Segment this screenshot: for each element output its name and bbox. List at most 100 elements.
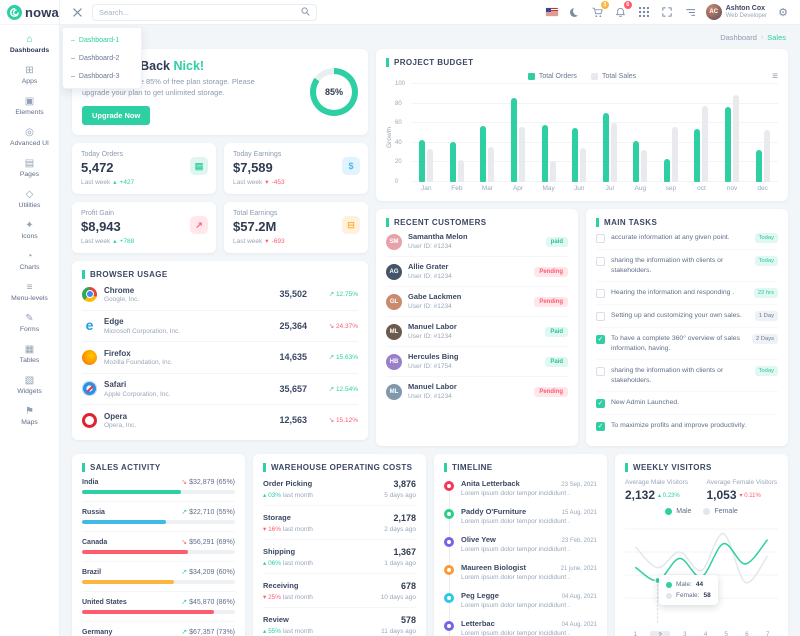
sidebar-item-maps[interactable]: ⚑ Maps: [0, 401, 59, 432]
bar-total-sales: [549, 161, 556, 182]
timeline-name: Letterbac: [461, 619, 495, 629]
fullscreen-icon[interactable]: [660, 5, 674, 19]
sales-row-top: Russia ↗ $22,710 (55%): [82, 508, 235, 517]
dropdown-item-dashboard-3[interactable]: – Dashboard-3: [63, 67, 141, 85]
male-legend-dot: [665, 508, 673, 516]
dropdown-item-dashboard-1[interactable]: – Dashboard-1: [63, 31, 141, 49]
stat-value: $8,943: [81, 219, 121, 234]
timeline-dot-icon: [444, 593, 454, 604]
firefox-browser-icon: [82, 349, 97, 365]
customer-row[interactable]: SM Samantha Melon User ID: #1234 paid: [386, 227, 568, 257]
trend-up-icon: ▴ 03%: [263, 491, 282, 499]
sidebar-item-elements[interactable]: ▣ Elements: [0, 91, 59, 122]
task-checkbox[interactable]: [596, 257, 605, 266]
trend-down-icon: ↘: [181, 479, 188, 487]
tooltip-female-label: Female:: [676, 592, 700, 600]
language-flag-icon[interactable]: [545, 5, 559, 19]
visitors-x-tick: 2: [649, 631, 671, 636]
main-area: 3 6 AC Ashton Cox: [60, 0, 800, 636]
timeline-head: Letterbac 04 Aug, 2021: [461, 619, 597, 628]
browser-row-firefox: Firefox Mozilla Foundation, Inc. 14,635 ↗ 1…: [82, 342, 358, 374]
task-checkbox[interactable]: ✓: [596, 399, 605, 409]
male-legend-label: Male: [676, 508, 692, 516]
dropdown-item-dashboard-2[interactable]: – Dashboard-2: [63, 49, 141, 67]
trend-up-icon: ▴: [113, 179, 117, 186]
task-checkbox[interactable]: ✓: [596, 422, 605, 432]
browser-change: ↘ 15.12%: [328, 417, 358, 425]
stat-footnote: Last week ▴ +427: [81, 178, 207, 187]
sidebar-item-menu-levels[interactable]: ≡ Menu-levels: [0, 277, 59, 308]
app-logo[interactable]: nowa: [0, 0, 59, 25]
timeline-row: Maureen Biologist 21 june, 2021 Lorem ipsu…: [444, 558, 597, 586]
y-tick: 100: [395, 81, 406, 87]
menu-lines-icon[interactable]: [683, 5, 697, 19]
task-checkbox[interactable]: ✓: [596, 335, 605, 345]
bar-group-apr: [503, 84, 534, 182]
bar-group-mar: [472, 84, 503, 182]
customer-row[interactable]: GL Gabe Lackmen User ID: #1234 Pending: [386, 287, 568, 317]
sidebar-item-label: Elements: [15, 109, 44, 116]
dark-mode-icon[interactable]: [568, 5, 582, 19]
bar-group-may: [533, 84, 564, 182]
task-checkbox[interactable]: [596, 312, 605, 322]
task-row: sharing the information with clients or …: [596, 250, 778, 283]
visitors-x-labels: 1 2 3 4 5 6 7: [625, 631, 778, 636]
bars-area: 0 20 40 60 80 100: [395, 81, 778, 185]
settings-gear-icon[interactable]: ⚙: [778, 6, 788, 19]
cart-icon[interactable]: 3: [591, 1, 609, 19]
customer-name: Samantha Melon: [408, 232, 468, 241]
task-checkbox[interactable]: [596, 367, 605, 377]
bar-group-nov: [717, 84, 748, 182]
task-due-badge: Today: [754, 233, 778, 243]
charts-icon: ◔: [26, 251, 33, 262]
topbar: 3 6 AC Ashton Cox: [60, 0, 800, 25]
left-column: Welcome Back Nick! You have used the 85%…: [72, 49, 368, 440]
sidebar-item-apps[interactable]: ⊞ Apps: [0, 60, 59, 91]
sidebar-item-forms[interactable]: ✎ Forms: [0, 308, 59, 339]
sidebar-item-tables[interactable]: ▦ Tables: [0, 339, 59, 370]
avg-male-value: 2,132: [625, 488, 656, 503]
sales-progress-fill: [82, 520, 167, 525]
trend-up-icon: ▴ 06%: [263, 559, 282, 567]
sidebar-item-advanced-ui[interactable]: ◎ Advanced UI: [0, 122, 59, 153]
chart-menu-icon[interactable]: ≡: [772, 71, 778, 82]
warehouse-note: last month: [281, 491, 313, 499]
task-checkbox[interactable]: [596, 289, 605, 299]
customer-avatar: HB: [386, 353, 402, 370]
upgrade-now-button[interactable]: Upgrade Now: [82, 106, 151, 126]
sidebar-close-icon[interactable]: [70, 5, 84, 19]
customer-row[interactable]: ML Manuel Labor User ID: #1234 Pending: [386, 377, 568, 406]
sales-row-canada: Canada ↘ $56,291 (69%): [82, 532, 235, 563]
search-icon[interactable]: [301, 3, 310, 21]
customer-row[interactable]: HB Hercules Bing User ID: #1754 Paid: [386, 347, 568, 377]
customer-meta: Allie Grater User ID: #1234: [408, 262, 452, 280]
sales-amount: ↘ $56,291 (69%): [181, 538, 235, 547]
sidebar-item-icons[interactable]: ✦ Icons: [0, 215, 59, 246]
sidebar-item-utilities[interactable]: ◇ Utilities: [0, 184, 59, 215]
task-row: accurate information at any given point.…: [596, 227, 778, 250]
bar-total-orders: [419, 139, 426, 182]
user-menu[interactable]: AC Ashton Cox Web Developer: [705, 4, 767, 20]
sidebar-item-pages[interactable]: ▤ Pages: [0, 153, 59, 184]
apps-grid-icon[interactable]: [637, 5, 651, 19]
warehouse-row-shipping: Shipping ▴ 06% last month 1,367 1 days ago: [263, 540, 416, 575]
sidebar-item-widgets[interactable]: ▧ Widgets: [0, 370, 59, 401]
timeline-card: Timeline Anita Letterback 23 Sep, 2021 Lor…: [434, 454, 607, 636]
x-tick: Aug: [634, 185, 647, 192]
task-due-badge: Today: [754, 366, 778, 377]
warehouse-label: Review: [263, 614, 289, 624]
customer-user-id: User ID: #1234: [408, 243, 452, 250]
customer-row[interactable]: ML Manuel Labor User ID: #1234 Paid: [386, 317, 568, 347]
customer-row[interactable]: AG Allie Grater User ID: #1234 Pending: [386, 257, 568, 287]
trend-down-icon: ↘: [181, 539, 188, 547]
notifications-bell-icon[interactable]: 6: [614, 1, 632, 19]
search-input[interactable]: [99, 7, 301, 17]
timeline-name: Paddy O'Furniture: [461, 507, 527, 517]
maps-icon: ⚑: [25, 406, 34, 417]
warehouse-left: Storage ▾ 16% last month: [263, 513, 313, 533]
sidebar-item-dashboards[interactable]: ⌂ Dashboards: [0, 29, 59, 60]
topbar-actions: 3 6 AC Ashton Cox: [545, 1, 790, 20]
sidebar-item-charts[interactable]: ◔ Charts: [0, 246, 59, 277]
task-checkbox[interactable]: [596, 234, 605, 243]
breadcrumb-parent[interactable]: Dashboard: [720, 33, 757, 42]
